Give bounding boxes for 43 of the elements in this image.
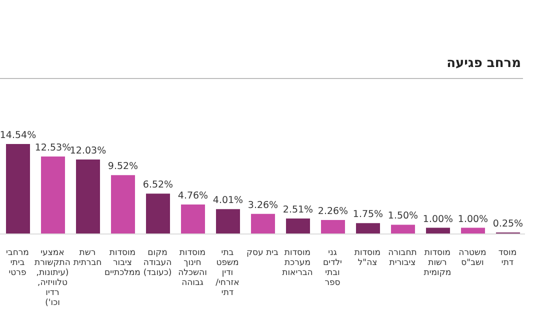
data-label: 2.51% [282, 204, 314, 216]
x-tick-label: מוסדות מערכת הבריאות [282, 248, 313, 278]
x-tick-label: מוסדות ציבור ממלכתיים [104, 248, 140, 278]
x-tick-label: בית עסק [246, 248, 279, 258]
bar [251, 214, 275, 234]
data-label: 2.26% [318, 206, 348, 218]
chart-title: מרחב פגיעה [446, 56, 521, 71]
bar [111, 175, 135, 234]
bar [321, 220, 345, 234]
data-label: 12.03% [70, 146, 106, 157]
data-label: 4.01% [212, 195, 244, 206]
bar [146, 194, 170, 234]
x-tick-label: אמצעי התקשורת (עיתונות, טלוויזיה, רדיו וכו') [34, 248, 70, 308]
x-tick-label: תחבורה ציבורית [388, 248, 417, 268]
x-tick-label: מוסדות רשות מקומית [424, 248, 452, 278]
data-label: 1.75% [352, 209, 384, 220]
bar [356, 223, 380, 234]
bar [286, 218, 310, 234]
x-tick-label: רשת חברתית [73, 248, 102, 268]
x-tick-label: מוסד דתי [498, 248, 517, 268]
bar [6, 144, 30, 234]
x-tick-label: מוסדות צה"ל [354, 248, 381, 268]
data-label: 1.00% [458, 214, 488, 225]
data-label: 9.52% [108, 161, 138, 172]
data-label: 4.76% [178, 190, 208, 202]
data-label: 1.00% [422, 214, 454, 225]
x-tick-label: מרחבי ביתי פרטי [6, 248, 29, 278]
bar [391, 224, 415, 234]
data-label: 6.52% [142, 180, 174, 191]
data-label: 14.54% [0, 130, 36, 141]
x-tick-label: גני ילדים ובתי ספר [323, 248, 342, 288]
data-label: 12.53% [34, 142, 72, 154]
bar [41, 156, 65, 234]
x-tick-label: משטרה ושב"ס [458, 248, 486, 268]
data-label: 1.50% [388, 210, 418, 222]
x-tick-label: בתי משפט ודין אזרחי/ דתי [216, 248, 240, 298]
x-tick-label: מקום העבודה (כעובד) [143, 248, 172, 278]
bar [76, 160, 100, 234]
x-tick-label: מוסדות חינוך והשכלה גבוהה [178, 248, 207, 288]
bar [216, 209, 240, 234]
bar [181, 204, 205, 234]
data-label: 3.26% [248, 200, 278, 211]
data-label: 0.25% [492, 218, 524, 230]
